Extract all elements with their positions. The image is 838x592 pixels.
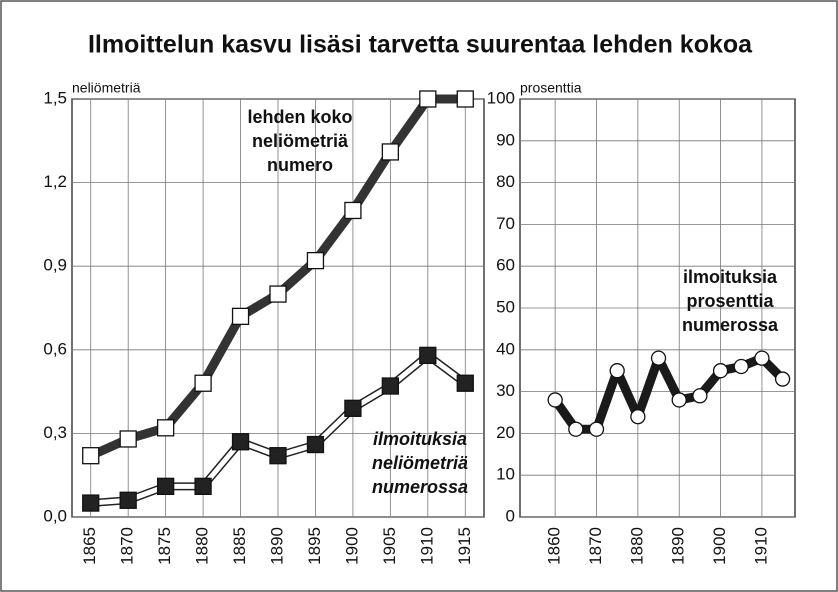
- y-axis-label: prosenttia: [520, 80, 582, 96]
- y-tick-label: 80: [496, 172, 515, 191]
- marker: [381, 377, 400, 395]
- x-tick-label: 1915: [455, 527, 474, 565]
- marker: [344, 201, 362, 220]
- annotation: numerossa: [372, 477, 468, 497]
- marker: [630, 409, 646, 425]
- marker: [419, 346, 437, 365]
- marker: [568, 421, 584, 437]
- marker: [712, 363, 729, 379]
- marker: [344, 399, 362, 417]
- marker: [194, 477, 212, 495]
- x-tick-label: 1890: [267, 527, 286, 565]
- y-tick-label: 0,6: [43, 339, 67, 358]
- annotation: numerossa: [682, 315, 779, 335]
- marker: [119, 430, 137, 448]
- marker: [156, 419, 175, 437]
- x-tick-label: 1870: [586, 527, 605, 565]
- marker: [456, 374, 474, 392]
- y-tick-label: 1,5: [43, 88, 67, 107]
- marker: [82, 447, 100, 465]
- y-tick-label: 0: [506, 506, 515, 525]
- marker: [231, 307, 250, 326]
- marker: [119, 491, 137, 509]
- y-tick-label: 40: [496, 339, 515, 358]
- marker: [82, 494, 100, 512]
- marker: [754, 350, 770, 366]
- marker: [456, 90, 474, 108]
- x-tick-label: 1880: [627, 527, 646, 565]
- marker: [650, 350, 667, 366]
- annotation: prosenttia: [686, 291, 774, 311]
- y-tick-label: 100: [487, 88, 515, 107]
- y-tick-label: 0,3: [43, 423, 67, 442]
- x-tick-label: 1910: [751, 527, 770, 565]
- x-tick-label: 1905: [380, 527, 399, 565]
- y-tick-label: 0,0: [43, 506, 67, 525]
- x-tick-label: 1890: [669, 527, 688, 565]
- x-tick-label: 1865: [80, 527, 99, 565]
- x-tick-label: 1860: [545, 527, 564, 565]
- y-tick-label: 30: [496, 381, 515, 400]
- x-tick-label: 1900: [710, 527, 729, 565]
- marker: [231, 433, 250, 451]
- annotation: ilmoituksia: [683, 267, 778, 287]
- y-tick-label: 20: [496, 423, 515, 442]
- marker: [692, 388, 708, 404]
- y-tick-label: 50: [496, 297, 515, 316]
- y-axis-label: neliömetriä: [72, 80, 141, 96]
- marker: [194, 374, 212, 392]
- y-tick-label: 70: [496, 214, 515, 233]
- marker: [671, 392, 687, 408]
- annotation: lehden koko: [247, 107, 352, 127]
- y-tick-label: 90: [496, 130, 515, 149]
- x-tick-label: 1900: [342, 527, 361, 565]
- marker: [733, 358, 749, 375]
- annotation: neliömetriä: [252, 131, 349, 151]
- marker: [609, 363, 625, 379]
- x-tick-label: 1885: [230, 527, 249, 565]
- marker: [269, 447, 287, 465]
- marker: [269, 285, 287, 303]
- marker: [306, 251, 325, 270]
- x-tick-label: 1895: [305, 527, 324, 565]
- marker: [381, 143, 400, 161]
- marker: [419, 90, 437, 108]
- marker: [547, 392, 563, 408]
- y-tick-label: 1,2: [43, 172, 67, 191]
- chart-title: Ilmoittelun kasvu lisäsi tarvetta suuren…: [88, 31, 753, 59]
- marker: [156, 477, 175, 495]
- y-tick-label: 10: [496, 465, 515, 484]
- annotation: numero: [267, 155, 333, 175]
- marker: [588, 421, 605, 437]
- x-tick-label: 1870: [118, 527, 137, 565]
- x-tick-label: 1875: [155, 527, 174, 565]
- y-tick-label: 0,9: [43, 256, 67, 275]
- marker: [774, 371, 791, 387]
- annotation: ilmoituksia: [373, 429, 467, 449]
- y-tick-label: 60: [496, 256, 515, 275]
- annotation: neliömetriä: [372, 453, 468, 473]
- x-tick-label: 1880: [193, 527, 212, 565]
- x-tick-label: 1910: [417, 527, 436, 565]
- marker: [306, 435, 325, 454]
